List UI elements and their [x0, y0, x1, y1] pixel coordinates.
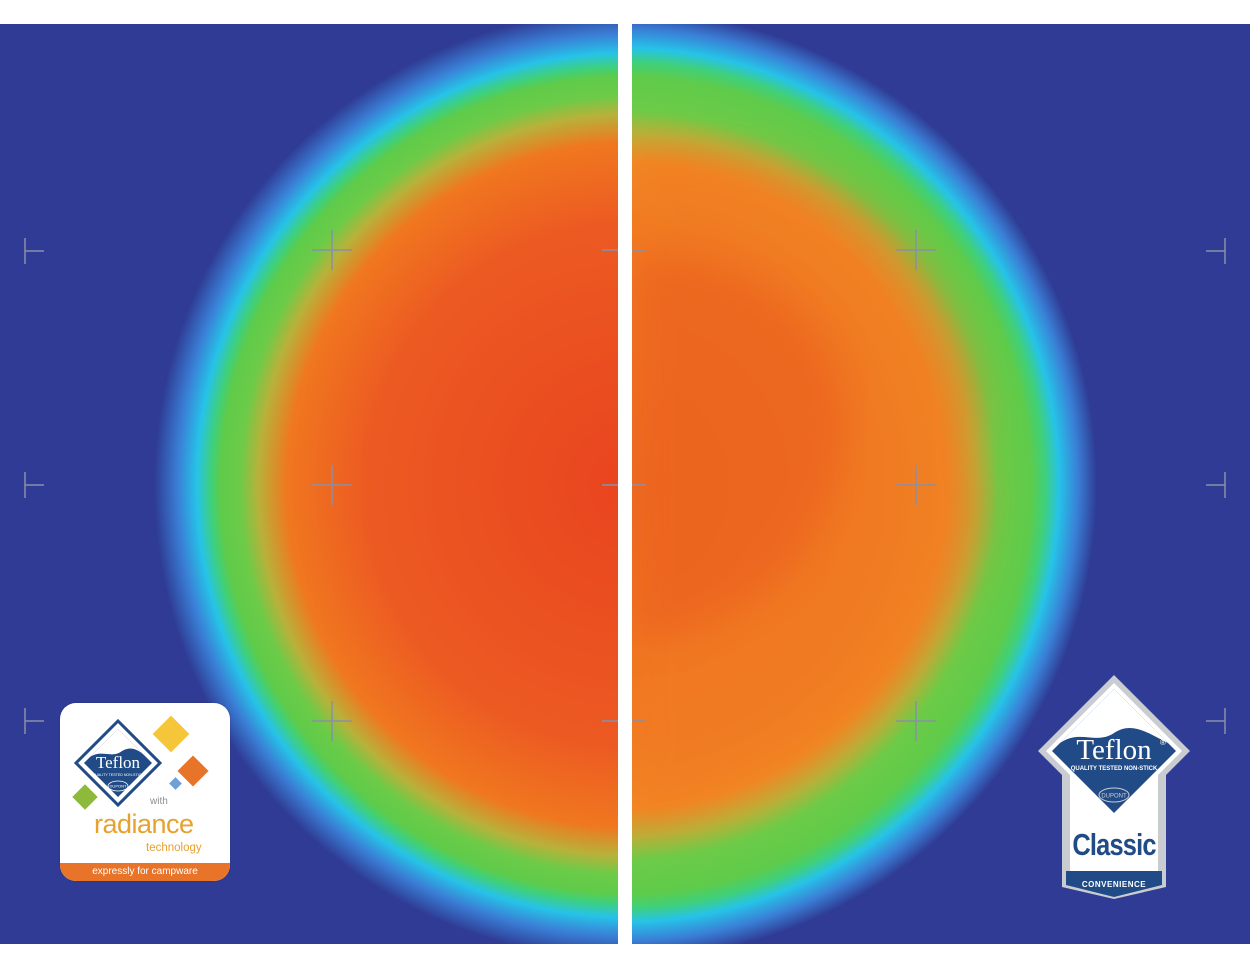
- crosshair-mark: [896, 465, 936, 505]
- center-tick-mark: [632, 249, 646, 722]
- green-diamond-shape: [72, 784, 98, 810]
- classic-tagline: CONVENIENCE: [1081, 880, 1147, 889]
- classic-wave-shape: [1060, 689, 1168, 743]
- right-registration-marks: [632, 230, 1226, 741]
- classic-word: Classic: [1072, 827, 1156, 862]
- radiance-logo-graphic: Teflon QUALITY TESTED NON-STICK DUPONT: [72, 715, 209, 810]
- heat-image-classic: [632, 24, 1250, 944]
- radiance-tagline: expressly for campware: [60, 863, 230, 881]
- edge-tick-mark: [24, 472, 44, 498]
- radiance-technology-text: technology: [146, 842, 202, 854]
- crosshair-mark: [312, 465, 352, 505]
- edge-tick-mark: [1206, 472, 1226, 498]
- dupont-oval-shape: [107, 780, 129, 792]
- radiance-teflon-subtext: QUALITY TESTED NON-STICK: [92, 773, 144, 777]
- left-heat-disc: [154, 24, 618, 944]
- crosshair-mark: [896, 230, 936, 270]
- left-registration-marks: [24, 230, 618, 741]
- edge-tick-mark: [1206, 708, 1226, 734]
- classic-teflon-word: Teflon: [1076, 734, 1152, 766]
- classic-logo-graphic: Teflon ® QUALITY TESTED NON-STICK DUPONT: [1038, 675, 1190, 899]
- classic-footer-band-shape: [1066, 871, 1162, 897]
- edge-tick-mark: [24, 708, 44, 734]
- radiance-teflon-word: Teflon: [96, 753, 141, 772]
- teflon-radiance-badge: Teflon QUALITY TESTED NON-STICK DUPONT w…: [60, 703, 230, 881]
- teflon-classic-badge: Teflon ® QUALITY TESTED NON-STICK DUPONT…: [1036, 673, 1192, 901]
- classic-heat-svg: [632, 24, 1250, 944]
- blue-diamond-shape: [169, 777, 182, 790]
- edge-tick-mark: [24, 238, 44, 264]
- center-divider: [618, 0, 632, 968]
- crosshair-mark: [896, 701, 936, 741]
- classic-teflon-subtext: QUALITY TESTED NON-STICK: [1071, 766, 1158, 772]
- teflon-wave-shape: [90, 729, 146, 757]
- radiance-dupont-text: DUPONT: [110, 784, 127, 789]
- center-tick-mark: [602, 249, 618, 722]
- classic-dupont-oval-shape: [1098, 787, 1130, 803]
- edge-tick-mark: [1206, 238, 1226, 264]
- registered-mark-icon: ®: [1160, 738, 1166, 747]
- radiance-with-text: with: [150, 796, 168, 807]
- yellow-diamond-shape: [152, 715, 190, 753]
- orange-diamond-shape: [177, 755, 209, 787]
- crosshair-mark: [312, 701, 352, 741]
- crosshair-mark: [312, 230, 352, 270]
- radiance-word: radiance: [94, 809, 194, 839]
- classic-dupont-text: DUPONT: [1101, 794, 1127, 800]
- right-core-zone: [632, 252, 847, 644]
